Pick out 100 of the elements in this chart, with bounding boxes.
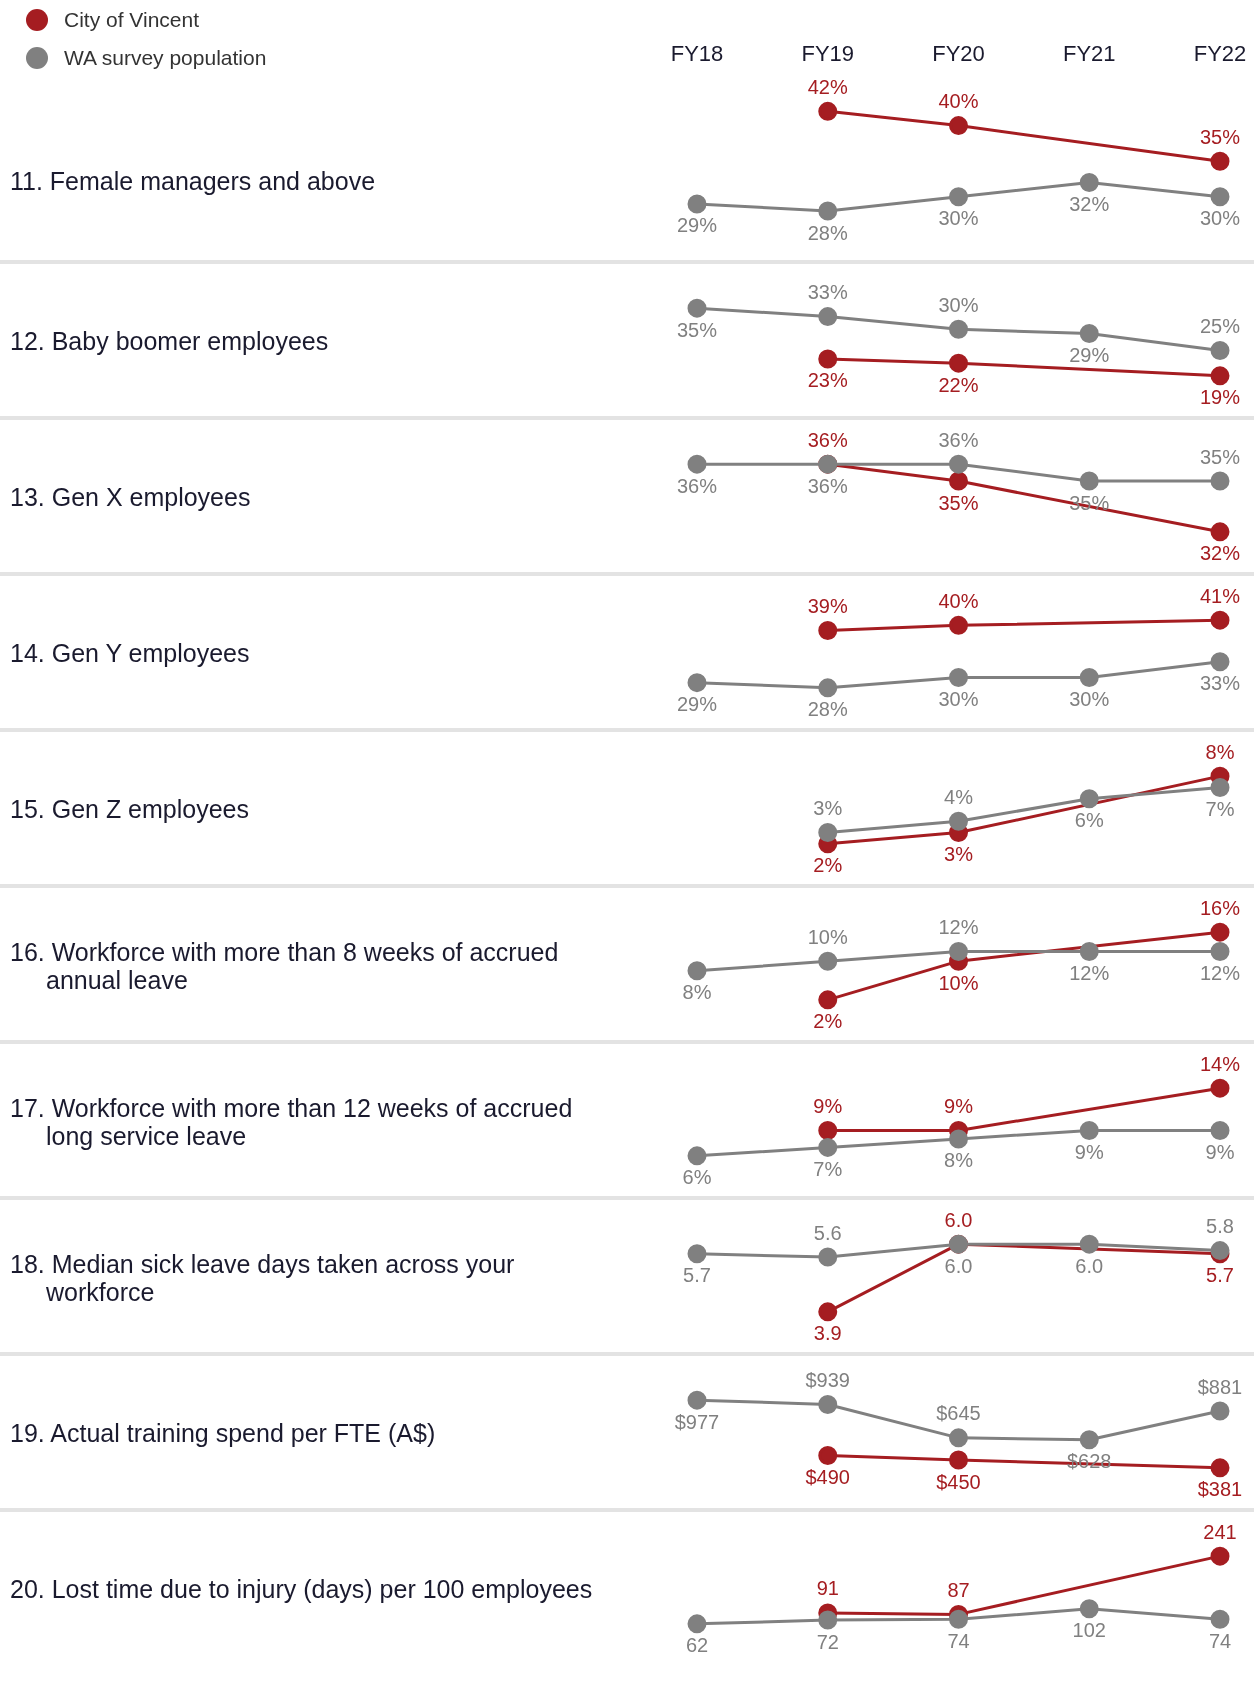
point bbox=[1210, 340, 1230, 360]
data-label: 5.7 bbox=[1206, 1264, 1234, 1287]
data-label: 3% bbox=[944, 843, 974, 866]
data-label: $645 bbox=[936, 1402, 981, 1425]
data-label: 102 bbox=[1072, 1619, 1106, 1642]
y-axis-title: 12. Baby boomer employees bbox=[10, 327, 330, 356]
point bbox=[818, 1610, 838, 1630]
data-label: $977 bbox=[674, 1410, 720, 1433]
data-label: 2% bbox=[813, 1010, 843, 1033]
data-label: 35% bbox=[676, 318, 718, 341]
data-label: 74 bbox=[947, 1629, 970, 1652]
data-label: 72 bbox=[816, 1630, 839, 1653]
data-label: 10% bbox=[938, 971, 979, 994]
point bbox=[818, 201, 838, 221]
point bbox=[687, 194, 707, 214]
point bbox=[1210, 1401, 1230, 1421]
point bbox=[1079, 324, 1099, 344]
data-label: 3.9 bbox=[813, 1322, 842, 1345]
point bbox=[687, 961, 707, 981]
data-label: 32% bbox=[1199, 542, 1241, 565]
data-label: 12% bbox=[1199, 962, 1241, 985]
point bbox=[949, 942, 968, 961]
data-label: 30% bbox=[1069, 687, 1110, 710]
point bbox=[687, 673, 707, 693]
data-label: 9% bbox=[1074, 1140, 1104, 1163]
point bbox=[818, 101, 838, 121]
data-label: 30% bbox=[938, 687, 979, 710]
x-tick-label: FY20 bbox=[932, 41, 985, 67]
data-label: 6.0 bbox=[1075, 1254, 1104, 1277]
data-label: 241 bbox=[1203, 1520, 1237, 1543]
data-label: 62 bbox=[685, 1634, 709, 1657]
point bbox=[1210, 652, 1230, 672]
point bbox=[818, 621, 838, 641]
point bbox=[1210, 1546, 1230, 1566]
data-label: 12% bbox=[1069, 962, 1110, 985]
x-tick-label: FY21 bbox=[1062, 41, 1116, 67]
data-label: 87 bbox=[947, 1578, 970, 1601]
point bbox=[818, 1137, 838, 1157]
data-label: 30% bbox=[938, 207, 979, 230]
point bbox=[1079, 1430, 1099, 1450]
data-label: 9% bbox=[944, 1094, 974, 1117]
point bbox=[949, 1450, 968, 1470]
data-label: $381 bbox=[1197, 1478, 1243, 1501]
data-label: 10% bbox=[807, 925, 848, 948]
point bbox=[949, 1609, 968, 1629]
data-label: 16% bbox=[1199, 896, 1241, 919]
point bbox=[1210, 187, 1230, 207]
point bbox=[818, 678, 838, 698]
point bbox=[949, 116, 968, 136]
data-label: 41% bbox=[1199, 584, 1241, 607]
point bbox=[1210, 942, 1230, 961]
point bbox=[1210, 1458, 1230, 1478]
point bbox=[1210, 366, 1230, 386]
point bbox=[949, 187, 968, 207]
point bbox=[1210, 777, 1230, 797]
data-label: 33% bbox=[807, 281, 848, 304]
y-axis-title: 19. Actual training spend per FTE (A$) bbox=[10, 1419, 437, 1448]
point bbox=[1079, 667, 1099, 687]
legend-label: City of Vincent bbox=[64, 8, 200, 32]
data-label: 6.0 bbox=[944, 1254, 973, 1277]
y-axis-title: 17. Workforce with more than 12 weeks of accrued long service leave bbox=[10, 1093, 574, 1150]
data-label: 35% bbox=[1199, 445, 1241, 468]
point bbox=[818, 1302, 838, 1322]
data-label: 25% bbox=[1199, 314, 1241, 337]
point bbox=[687, 1390, 707, 1410]
point bbox=[818, 990, 838, 1010]
data-label: 36% bbox=[938, 428, 979, 451]
data-label: 35% bbox=[1199, 125, 1241, 148]
point bbox=[1079, 1599, 1099, 1619]
data-label: 5.6 bbox=[813, 1221, 842, 1244]
y-axis-title: 20. Lost time due to injury (days) per 100 employees bbox=[10, 1575, 594, 1604]
data-label: 36% bbox=[807, 428, 848, 451]
point bbox=[818, 951, 838, 971]
data-label: 39% bbox=[807, 595, 848, 618]
point bbox=[818, 1445, 838, 1465]
data-label: 35% bbox=[938, 491, 979, 514]
point bbox=[949, 811, 968, 831]
x-tick-label: FY18 bbox=[670, 41, 724, 67]
data-label: 32% bbox=[1069, 193, 1110, 216]
y-axis-title: 13. Gen X employees bbox=[10, 483, 252, 512]
y-axis-title: 11. Female managers and above bbox=[10, 167, 377, 196]
point bbox=[818, 307, 838, 327]
point bbox=[1079, 173, 1099, 193]
point bbox=[1210, 1078, 1230, 1098]
data-label: 7% bbox=[813, 1157, 843, 1180]
data-label: 7% bbox=[1205, 797, 1235, 820]
data-label: 8% bbox=[944, 1149, 974, 1172]
data-label: 23% bbox=[807, 369, 848, 392]
data-label: 29% bbox=[1069, 344, 1110, 367]
point bbox=[818, 1247, 838, 1267]
point bbox=[687, 1146, 707, 1166]
data-label: $450 bbox=[936, 1470, 981, 1493]
data-label: 3% bbox=[813, 797, 843, 820]
point bbox=[949, 1428, 968, 1448]
point bbox=[949, 667, 968, 687]
data-label: $881 bbox=[1197, 1375, 1243, 1398]
data-label: $939 bbox=[805, 1368, 850, 1391]
data-label: 6% bbox=[682, 1166, 712, 1189]
data-label: 5.7 bbox=[683, 1264, 711, 1287]
point bbox=[1210, 151, 1230, 171]
